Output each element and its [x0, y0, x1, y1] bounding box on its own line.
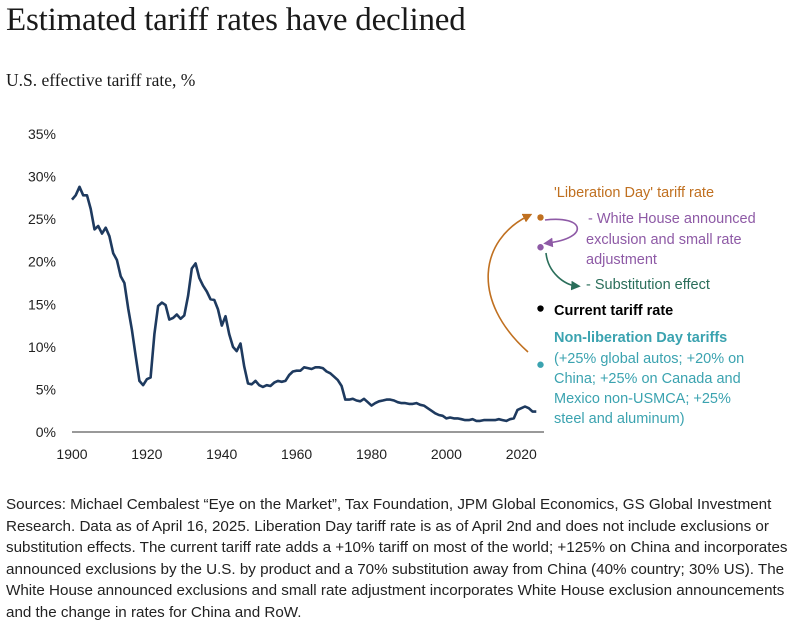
- y-axis-ticks: 0% 5% 10% 15% 20% 25% 30% 35%: [28, 126, 56, 440]
- tariff-rate-line: [71, 185, 537, 423]
- non-liberation-title: Non-liberation Day tariffs: [554, 330, 727, 346]
- x-tick-label: 1960: [281, 446, 312, 462]
- arrow-to-liberation: [487, 213, 533, 353]
- chart-subtitle: U.S. effective tariff rate, %: [6, 70, 196, 90]
- non-liberation-line-4: steel and aluminum): [554, 411, 685, 427]
- y-tick-label: 25%: [28, 211, 56, 227]
- y-tick-label: 35%: [28, 126, 56, 142]
- x-axis-ticks: 1900 1920 1940 1960 1980 2000 2020: [56, 446, 537, 462]
- arrow-substitution: [545, 252, 581, 291]
- non-liberation-line-3: Mexico non-USMCA; +25%: [554, 391, 731, 407]
- chart-title: Estimated tariff rates have declined: [6, 2, 466, 38]
- x-tick-label: 2020: [506, 446, 537, 462]
- non-liberation-line-1: (+25% global autos; +20% on: [554, 351, 744, 367]
- arrow-white-house: [543, 218, 579, 248]
- current-point: [537, 305, 544, 312]
- x-tick-label: 1900: [56, 446, 87, 462]
- sources-footnote: Sources: Michael Cembalest “Eye on the M…: [6, 496, 788, 621]
- white-house-point: [537, 244, 544, 251]
- non-liberation-point: [537, 361, 544, 368]
- substitution-label: - Substitution effect: [586, 277, 710, 293]
- white-house-label-2: exclusion and small rate: [586, 232, 742, 248]
- liberation-point: [537, 214, 544, 221]
- y-tick-label: 10%: [28, 339, 56, 355]
- x-tick-label: 1980: [356, 446, 387, 462]
- white-house-label-1: - White House announced: [588, 211, 756, 227]
- y-tick-label: 30%: [28, 169, 56, 185]
- x-tick-label: 1920: [131, 446, 162, 462]
- scenario-points: [537, 214, 544, 368]
- white-house-label-3: adjustment: [586, 252, 657, 268]
- y-tick-label: 15%: [28, 296, 56, 312]
- tariff-rate-chart: 0%5%10%15%20%25%30%35% 1900 1920 1940 1960 1…: [28, 126, 756, 462]
- x-tick-label: 2000: [431, 446, 462, 462]
- y-tick-label: 0%: [36, 424, 56, 440]
- non-liberation-line-2: China; +25% on Canada and: [554, 371, 741, 387]
- y-tick-label: 20%: [28, 254, 56, 270]
- x-tick-label: 1940: [206, 446, 237, 462]
- liberation-label: 'Liberation Day' tariff rate: [554, 185, 714, 201]
- current-label: Current tariff rate: [554, 303, 673, 319]
- y-tick-label: 5%: [36, 381, 56, 397]
